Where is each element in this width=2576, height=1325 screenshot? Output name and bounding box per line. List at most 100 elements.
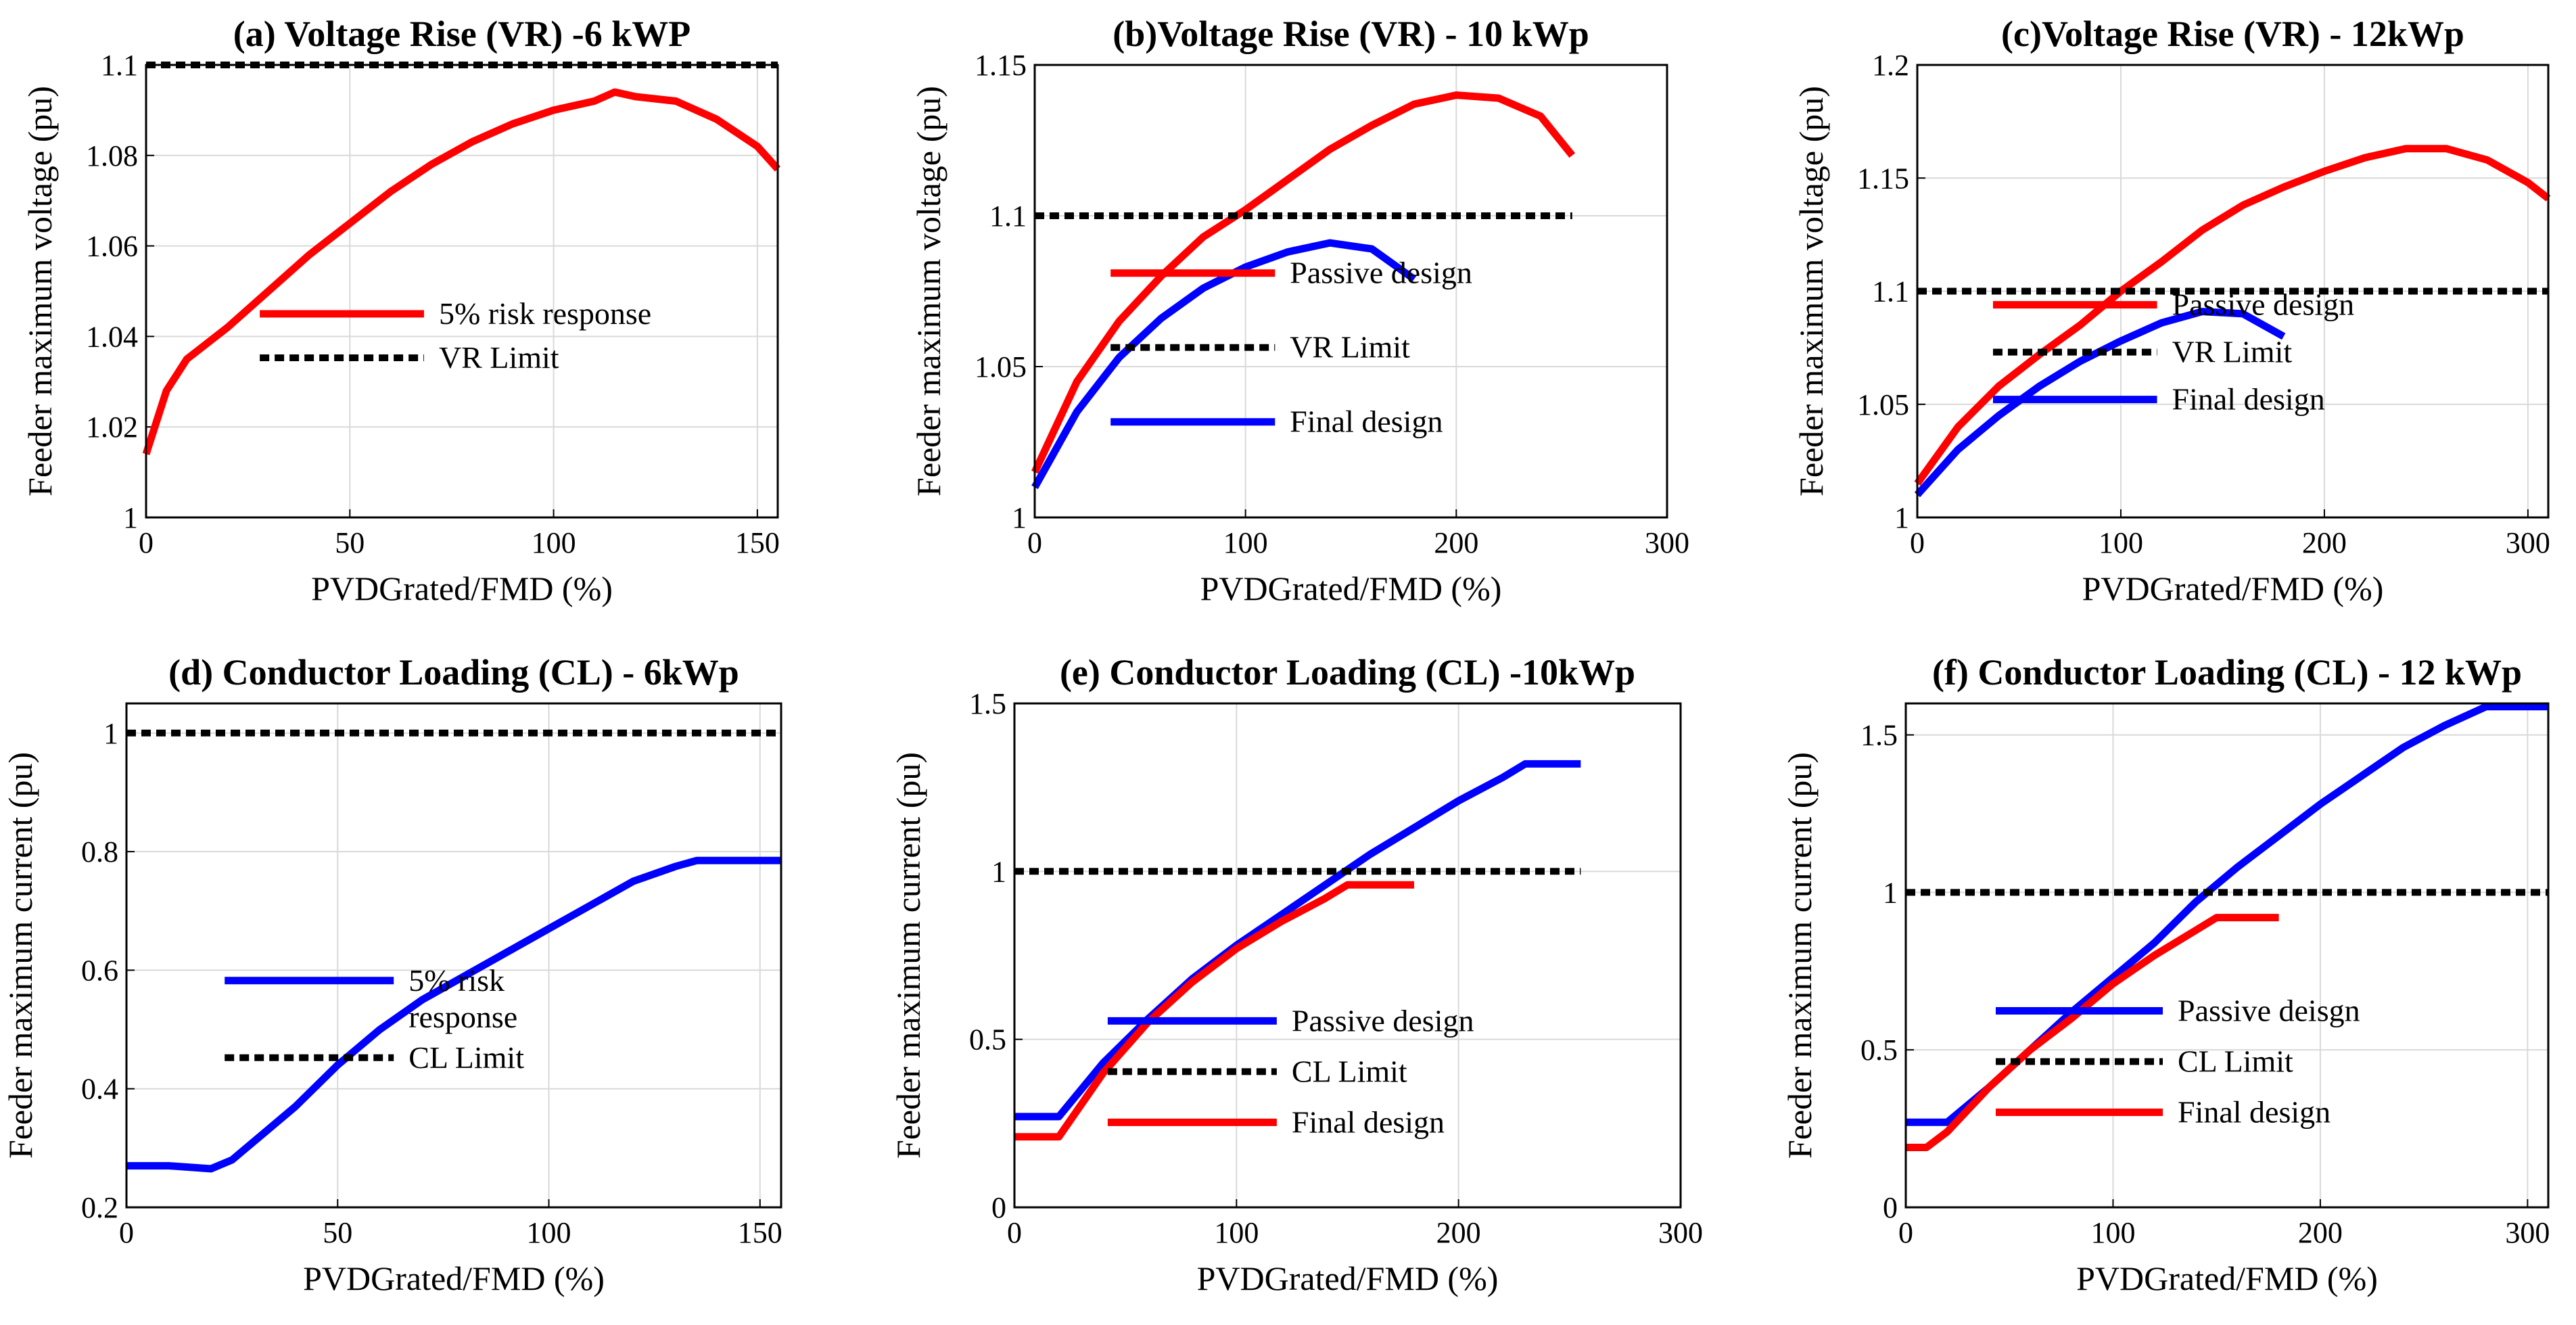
chart-panel-e: 0 100 200 300 0 0.5 1 1.5 Passive design CL Limit… (889, 652, 1703, 1297)
y-axis-label: Feeder maximum voltage (pu) (1792, 86, 1830, 496)
x-tick-label: 0 (139, 526, 154, 559)
plot-frame (1916, 64, 2550, 519)
legend-label: VR Limit (1290, 330, 1410, 365)
y-tick-label: 1 (1894, 501, 1909, 534)
x-tick-label: 200 (1436, 1216, 1481, 1249)
x-tick-label: 200 (2298, 1216, 2343, 1249)
x-axis-label: PVDGrated/FMD (%) (1200, 569, 1502, 607)
y-tick-label: 1.08 (86, 139, 138, 172)
x-tick-label: 0 (1007, 1216, 1022, 1249)
plot-area (1906, 703, 2548, 1207)
series-line-passive-design (1014, 760, 1581, 1121)
series-line-final-design (1906, 914, 2279, 1151)
y-tick-label: 1.06 (86, 230, 138, 263)
legend: Passive deisgn CL Limit Final design (1996, 993, 2360, 1129)
y-tick-label: 1.02 (86, 411, 138, 444)
series-line-5-risk-response (126, 856, 781, 1173)
plot-area (1035, 65, 1667, 517)
x-tick-label: 150 (738, 1216, 782, 1249)
y-tick-label: 1.15 (1857, 162, 1909, 195)
plot-frame (1033, 64, 1668, 519)
legend-label: response (408, 1000, 517, 1034)
plot-frame (1013, 702, 1682, 1209)
plot-frame (1904, 702, 2550, 1209)
x-tick-label: 0 (119, 1216, 134, 1249)
x-tick-label: 300 (1658, 1216, 1703, 1249)
y-axis-label: Feeder maximum voltage (pu) (21, 86, 59, 496)
x-tick-label: 0 (1027, 526, 1042, 559)
series-line-5-risk-response (142, 88, 781, 455)
y-tick-label: 0.5 (1860, 1033, 1898, 1067)
chart-panel-b: 0 100 200 300 1 1.05 1.1 1.15 Passive design VR L… (910, 14, 1689, 607)
x-tick-label: 150 (735, 526, 780, 559)
x-tick-label: 300 (1645, 526, 1689, 559)
x-tick-label: 0 (1910, 526, 1925, 559)
legend: Passive design VR Limit Final design (1110, 256, 1472, 439)
x-tick-label: 200 (2302, 526, 2347, 559)
x-axis-label: PVDGrated/FMD (%) (311, 569, 613, 607)
y-tick-label: 1.5 (969, 687, 1006, 720)
series-line-final-design (1014, 881, 1414, 1141)
plot-frame (125, 702, 782, 1209)
series-line-passive-design (1914, 145, 2551, 486)
chart-title: (d) Conductor Loading (CL) - 6kWp (168, 652, 739, 693)
y-tick-label: 0.6 (81, 954, 118, 987)
legend-label: Passive design (1290, 256, 1472, 290)
x-axis-label: PVDGrated/FMD (%) (303, 1259, 605, 1297)
y-tick-label: 0.2 (81, 1191, 118, 1224)
y-axis-label: Feeder maximum current (pu) (1781, 752, 1819, 1159)
y-tick-label: 0.4 (81, 1073, 118, 1106)
y-tick-label: 1 (991, 855, 1006, 888)
legend-label: Final design (2172, 382, 2325, 417)
plot-frame (145, 64, 779, 519)
y-tick-label: 1.1 (101, 49, 138, 82)
y-tick-label: 1.1 (1872, 275, 1909, 308)
y-tick-label: 1.2 (1872, 49, 1909, 82)
y-tick-label: 0 (991, 1191, 1006, 1224)
legend: Passive design CL Limit Final design (1107, 1003, 1474, 1139)
x-tick-label: 0 (1898, 1216, 1913, 1249)
chart-panel-c: 0 100 200 300 1 1.05 1.1 1.15 1.2 Passive design V… (1792, 14, 2551, 607)
x-axis-label: PVDGrated/FMD (%) (1197, 1259, 1499, 1297)
x-tick-label: 50 (323, 1216, 352, 1249)
chart-title: (c)Voltage Rise (VR) - 12kWp (2001, 14, 2464, 54)
x-axis-label: PVDGrated/FMD (%) (2076, 1259, 2378, 1297)
plot-area (126, 703, 781, 1207)
legend-label: CL Limit (408, 1040, 524, 1075)
x-tick-label: 300 (2505, 1216, 2550, 1249)
x-tick-label: 200 (1434, 526, 1478, 559)
x-tick-label: 100 (1214, 1216, 1259, 1249)
y-tick-label: 1 (1883, 876, 1898, 909)
legend-label: VR Limit (2172, 335, 2293, 369)
y-tick-label: 1.04 (86, 320, 138, 353)
x-tick-label: 100 (1223, 526, 1268, 559)
y-tick-label: 1 (103, 717, 118, 750)
legend-label: Final design (2178, 1094, 2331, 1129)
y-tick-label: 1.05 (1857, 388, 1909, 421)
plot-area (146, 65, 778, 517)
chart-panel-a: 0 50 100 150 1 1.02 1.04 1.06 1.08 1.1 5% risk res… (21, 14, 781, 607)
x-tick-label: 100 (2099, 526, 2143, 559)
series-line-passive-design (1031, 91, 1576, 474)
y-tick-label: 0 (1883, 1191, 1898, 1224)
y-tick-label: 1.1 (989, 200, 1027, 233)
legend-label: 5% risk response (439, 296, 651, 331)
legend-label: Final design (1290, 404, 1443, 439)
legend-label: 5% risk (408, 963, 505, 998)
y-tick-label: 1.5 (1860, 719, 1898, 752)
chart-title: (e) Conductor Loading (CL) -10kWp (1060, 652, 1635, 693)
y-tick-label: 0.5 (969, 1023, 1006, 1056)
legend-label: Passive design (2172, 287, 2355, 322)
y-tick-label: 1 (123, 501, 138, 534)
legend: Passive design VR Limit Final design (1992, 287, 2355, 417)
y-tick-label: 1.15 (975, 49, 1027, 82)
x-tick-label: 100 (532, 526, 576, 559)
chart-panel-f: 0 100 200 300 0 0.5 1 1.5 Passive deisgn CL Limit… (1781, 652, 2550, 1297)
x-axis-label: PVDGrated/FMD (%) (2082, 569, 2384, 607)
chart-title: (b)Voltage Rise (VR) - 10 kWp (1113, 14, 1589, 54)
y-tick-label: 0.8 (81, 835, 118, 868)
y-tick-label: 1.05 (975, 350, 1027, 383)
legend-label: CL Limit (1292, 1054, 1407, 1088)
